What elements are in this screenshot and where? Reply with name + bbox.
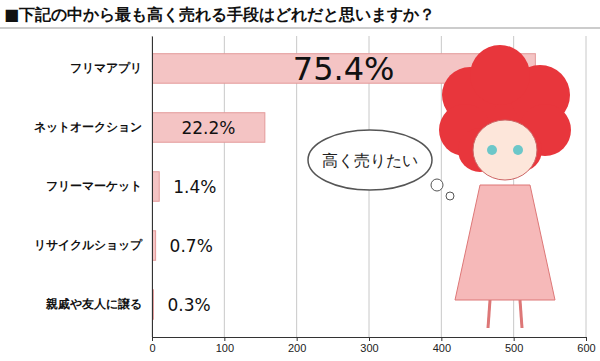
grid — [152, 36, 586, 337]
bubble — [308, 130, 432, 190]
x-tick-label: 300 — [360, 342, 378, 354]
x-tick: 0 — [149, 337, 155, 354]
x-tick-label: 200 — [288, 342, 306, 354]
x-tick: 200 — [288, 337, 306, 354]
y-axis: フリマアプリネットオークションフリーマーケットリサイクルショップ親戚や友人に譲る — [34, 37, 153, 338]
x-tick-mark — [224, 337, 225, 341]
x-axis: 0 100 200 300 400 500 600 — [149, 337, 595, 354]
speech-bubble: 高く売りたい — [308, 130, 454, 200]
x-tick-mark — [514, 337, 515, 341]
leg — [520, 300, 522, 328]
annotation: 高く売りたい — [322, 151, 418, 170]
leg — [488, 300, 490, 328]
hair — [470, 45, 530, 105]
x-tick-label: 400 — [433, 342, 451, 354]
data-label: 22.2% — [181, 118, 235, 138]
y-tick: ネットオークション — [34, 120, 152, 134]
x-tick-mark — [441, 337, 442, 341]
x-tick-label: 100 — [216, 342, 234, 354]
x-tick-label: 0 — [149, 342, 155, 354]
y-tick: フリマアプリ — [70, 61, 152, 75]
category-label: フリマアプリ — [70, 61, 142, 75]
grid-line — [586, 36, 587, 337]
x-tick-mark — [152, 337, 153, 341]
eye — [487, 145, 497, 155]
plot: 0 100 200 300 400 500 600 フリマアプリネットオークションフリーマーケ… — [34, 36, 596, 354]
y-tick: 親戚や友人に譲る — [45, 297, 152, 311]
grid-line — [152, 36, 153, 337]
category-label: 親戚や友人に譲る — [45, 297, 142, 311]
data-label: 1.4% — [173, 177, 216, 197]
x-tick-label: 500 — [505, 342, 523, 354]
bubble-dot — [446, 192, 454, 200]
x-tick: 600 — [577, 337, 595, 354]
y-tick: フリーマーケット — [46, 179, 152, 193]
face — [473, 120, 537, 180]
bubble-dot — [431, 179, 443, 191]
data-label: 75.4% — [293, 50, 395, 88]
bar — [152, 113, 265, 143]
x-tick-mark — [369, 337, 370, 341]
eye — [513, 145, 523, 155]
title-rule — [0, 28, 600, 29]
x-tick: 100 — [216, 337, 234, 354]
x-tick-label: 600 — [577, 342, 595, 354]
x-tick: 300 — [360, 337, 378, 354]
chart: ■下記の中から最も高く売れる手段はどれだと思いますか？ 0 100 200 300 400… — [0, 0, 600, 361]
title: ■下記の中から最も高く売れる手段はどれだと思いますか？ — [4, 5, 435, 24]
y-axis-line — [152, 37, 153, 338]
category-label: ネットオークション — [34, 120, 142, 134]
bar — [152, 172, 159, 202]
category-label: リサイクルショップ — [34, 238, 143, 252]
x-axis-line — [153, 338, 587, 342]
x-tick: 500 — [505, 337, 523, 354]
character — [439, 45, 571, 328]
data-label: 0.3% — [167, 295, 210, 315]
category-label: フリーマーケット — [46, 179, 142, 193]
x-tick-mark — [297, 337, 298, 341]
x-tick-mark — [586, 337, 587, 341]
body — [455, 185, 555, 300]
y-tick: リサイクルショップ — [34, 238, 152, 252]
x-tick: 400 — [433, 337, 451, 354]
data-label: 0.7% — [170, 236, 213, 256]
